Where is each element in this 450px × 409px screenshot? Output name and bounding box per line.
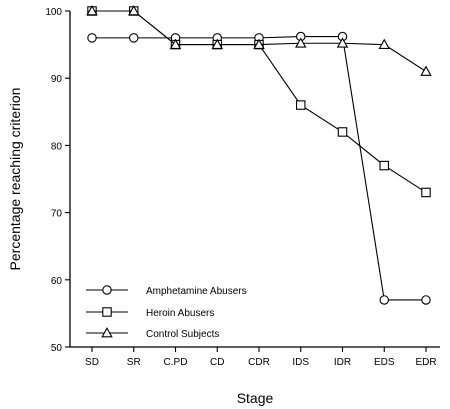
circle-marker xyxy=(102,285,112,295)
x-tick-label: EDS xyxy=(374,357,395,368)
y-tick-label: 50 xyxy=(51,343,63,354)
triangle-marker xyxy=(128,5,140,16)
triangle-marker xyxy=(295,37,307,48)
square-marker xyxy=(379,160,389,171)
circle-marker xyxy=(379,295,389,305)
axes xyxy=(69,11,440,348)
y-tick-label: 70 xyxy=(51,209,63,220)
legend-label: Heroin Abusers xyxy=(146,308,214,319)
y-tick-label: 90 xyxy=(51,74,63,85)
triangle-marker xyxy=(86,5,98,16)
triangle-marker xyxy=(253,38,265,49)
y-axis-ticks: 50 60 70 80 90 100 xyxy=(45,7,70,354)
legend-item: Amphetamine Abusers xyxy=(86,285,247,297)
triangle-marker xyxy=(378,38,390,49)
series-triangle xyxy=(86,5,432,76)
x-tick-label: C.PD xyxy=(164,357,188,368)
x-tick-label: CDR xyxy=(248,357,270,368)
circle-marker xyxy=(421,295,431,305)
triangle-marker xyxy=(336,37,349,48)
x-axis-ticks: SD SR C.PD CD CDR IDS IDR EDS EDR xyxy=(85,347,437,368)
triangle-marker xyxy=(169,38,182,49)
circle-marker xyxy=(129,33,139,43)
y-tick-label: 100 xyxy=(45,7,62,18)
y-axis-title: Percentage reaching criterion xyxy=(7,88,23,271)
y-tick-label: 60 xyxy=(51,276,63,287)
x-axis-title: Stage xyxy=(237,390,274,406)
x-tick-label: SR xyxy=(127,357,141,368)
x-tick-label: EDR xyxy=(415,357,436,368)
x-tick-label: CD xyxy=(210,357,224,368)
x-tick-label: IDR xyxy=(334,357,351,368)
triangle-marker xyxy=(420,65,432,76)
triangle-marker xyxy=(211,38,223,49)
square-marker xyxy=(421,187,431,198)
x-tick-label: SD xyxy=(85,357,99,368)
y-tick-label: 80 xyxy=(51,141,63,152)
legend-item: Heroin Abusers xyxy=(86,307,214,319)
series-line xyxy=(92,35,426,301)
triangle-marker xyxy=(101,327,113,338)
x-tick-label: IDS xyxy=(292,357,309,368)
legend-label: Control Subjects xyxy=(146,329,219,340)
square-marker xyxy=(337,127,348,137)
legend-item: Control Subjects xyxy=(86,327,219,340)
legend: Amphetamine Abusers Heroin Abusers Control… xyxy=(86,285,247,340)
square-marker xyxy=(295,100,306,110)
legend-label: Amphetamine Abusers xyxy=(146,286,247,297)
series-layer xyxy=(86,5,432,305)
series-circle xyxy=(87,31,431,305)
circle-marker xyxy=(87,33,97,43)
square-marker xyxy=(102,307,112,317)
